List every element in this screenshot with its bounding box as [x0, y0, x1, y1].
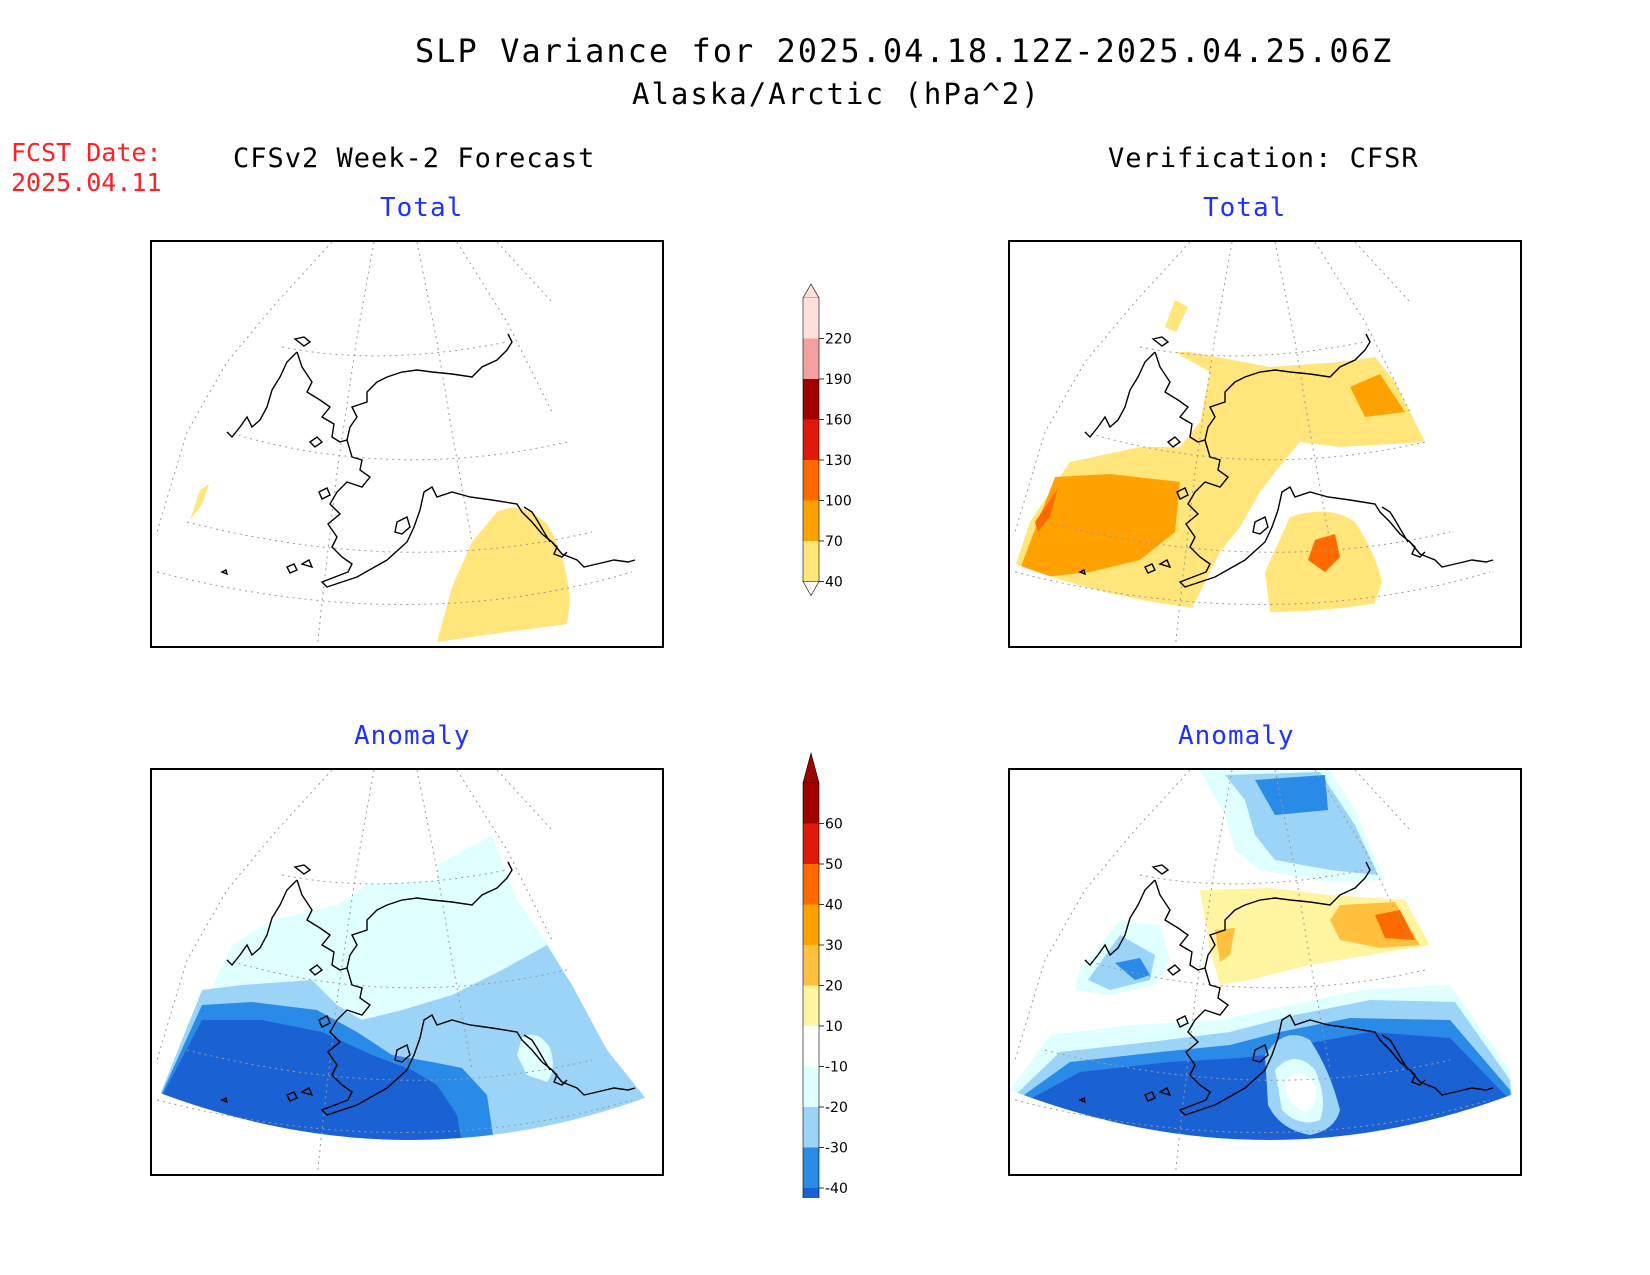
colorbar-total-labels: 220 190 160 130 100 70 40 [819, 332, 852, 591]
colorbar-swatch [803, 500, 819, 541]
colorbar-swatch [803, 460, 819, 501]
colorbar-anomaly-boxes [802, 751, 820, 1198]
colorbar-swatch [803, 985, 819, 1026]
colorbar-tick-label: 40 [825, 898, 843, 914]
colorbar-tick-label: 70 [825, 534, 843, 550]
map-panel-forecast-anomaly [150, 768, 664, 1176]
colorbar-tick-label: -20 [825, 1100, 848, 1116]
colorbar-tick-label: 50 [825, 857, 843, 873]
colorbar-swatch [803, 541, 819, 582]
colorbar-swatch [803, 904, 819, 945]
panel-title-bottom-right: Anomaly [1178, 721, 1295, 751]
colorbar-bottom-arrow [802, 581, 820, 597]
colorbar-total-boxes [802, 283, 820, 597]
map-panel-verification-total [1008, 240, 1522, 648]
colorbar-swatch [803, 379, 819, 420]
variance-region-70-100 [1015, 474, 1180, 582]
panel-title-top-left: Total [380, 193, 464, 223]
colorbar-tick-label: 130 [825, 453, 852, 469]
anomaly-region-north-dark [1255, 775, 1328, 815]
variance-region-70-100-northeast [1350, 374, 1405, 417]
anomaly-region-gulf-neutral [1285, 1073, 1317, 1112]
colorbar-top-arrow [802, 751, 820, 784]
colorbar-top-arrow [802, 283, 820, 299]
variance-region-100-130-gulf [1308, 534, 1340, 572]
colorbar-swatch [803, 338, 819, 379]
chart-subtitle: Alaska/Arctic (hPa^2) [632, 77, 1041, 111]
panel-title-bottom-left: Anomaly [354, 721, 471, 751]
colorbar-tick-label: 10 [825, 1019, 843, 1035]
colorbar-total: 220 190 160 130 100 70 40 [802, 283, 852, 597]
chart-title: SLP Variance for 2025.04.18.12Z-2025.04.… [415, 32, 1394, 70]
fcst-date-value: 2025.04.11 [11, 168, 162, 197]
colorbar-swatch [803, 298, 819, 339]
variance-region-40-70-west [190, 484, 209, 520]
map-panel-forecast-total [150, 240, 664, 648]
variance-region-40-70 [437, 508, 570, 642]
left-column-title: CFSv2 Week-2 Forecast [233, 143, 596, 174]
panel-title-top-right: Total [1203, 193, 1287, 223]
colorbar-tick-label: 40 [825, 575, 843, 591]
colorbar-swatch [803, 945, 819, 986]
map-forecast-total [156, 242, 636, 646]
colorbar-tick-label: 60 [825, 817, 843, 833]
map-forecast-anomaly [152, 770, 662, 1174]
colorbar-swatch [803, 1066, 819, 1107]
map-verification-anomaly [1010, 770, 1520, 1174]
anomaly-region-gulf-light [517, 1034, 553, 1082]
colorbar-swatch [803, 823, 819, 864]
variance-region-100-130-west [1035, 488, 1058, 532]
colorbar-swatch [803, 1026, 819, 1067]
variance-region-40-70-north [1165, 300, 1188, 332]
colorbar-tick-label: 190 [825, 372, 852, 388]
colorbar-tick-label: -40 [825, 1181, 848, 1197]
colorbar-swatch [803, 1188, 819, 1198]
colorbar-anomaly: 60 50 40 30 20 10 -10 -20 -30 -40 [802, 751, 848, 1198]
colorbar-tick-label: 30 [825, 938, 843, 954]
colorbar-tick-label: -30 [825, 1141, 848, 1157]
colorbar-swatch [803, 1107, 819, 1148]
right-column-title: Verification: CFSR [1108, 143, 1419, 174]
map-panel-verification-anomaly [1008, 768, 1522, 1176]
colorbar-tick-label: 160 [825, 413, 852, 429]
variance-shading [1010, 300, 1425, 632]
anomaly-region-west-dark [1115, 958, 1150, 980]
colorbar-swatch [803, 783, 819, 824]
anomaly-region-north-mid [1225, 772, 1378, 875]
colorbar-tick-label: 20 [825, 979, 843, 995]
fcst-date-label: FCST Date: [11, 138, 162, 167]
colorbar-tick-label: -10 [825, 1060, 848, 1076]
colorbar-swatch [803, 864, 819, 905]
variance-shading [190, 484, 570, 642]
colorbar-swatch [803, 419, 819, 460]
map-verification-total [1010, 242, 1520, 646]
anomaly-shading [1010, 770, 1515, 1174]
anomaly-region-30-50 [1375, 910, 1415, 940]
anomaly-region-20-30-small [1215, 928, 1235, 962]
colorbar-swatch [803, 1147, 819, 1188]
colorbar-tick-label: 220 [825, 332, 852, 348]
colorbar-anomaly-labels: 60 50 40 30 20 10 -10 -20 -30 -40 [819, 817, 848, 1197]
colorbar-tick-label: 100 [825, 494, 852, 510]
